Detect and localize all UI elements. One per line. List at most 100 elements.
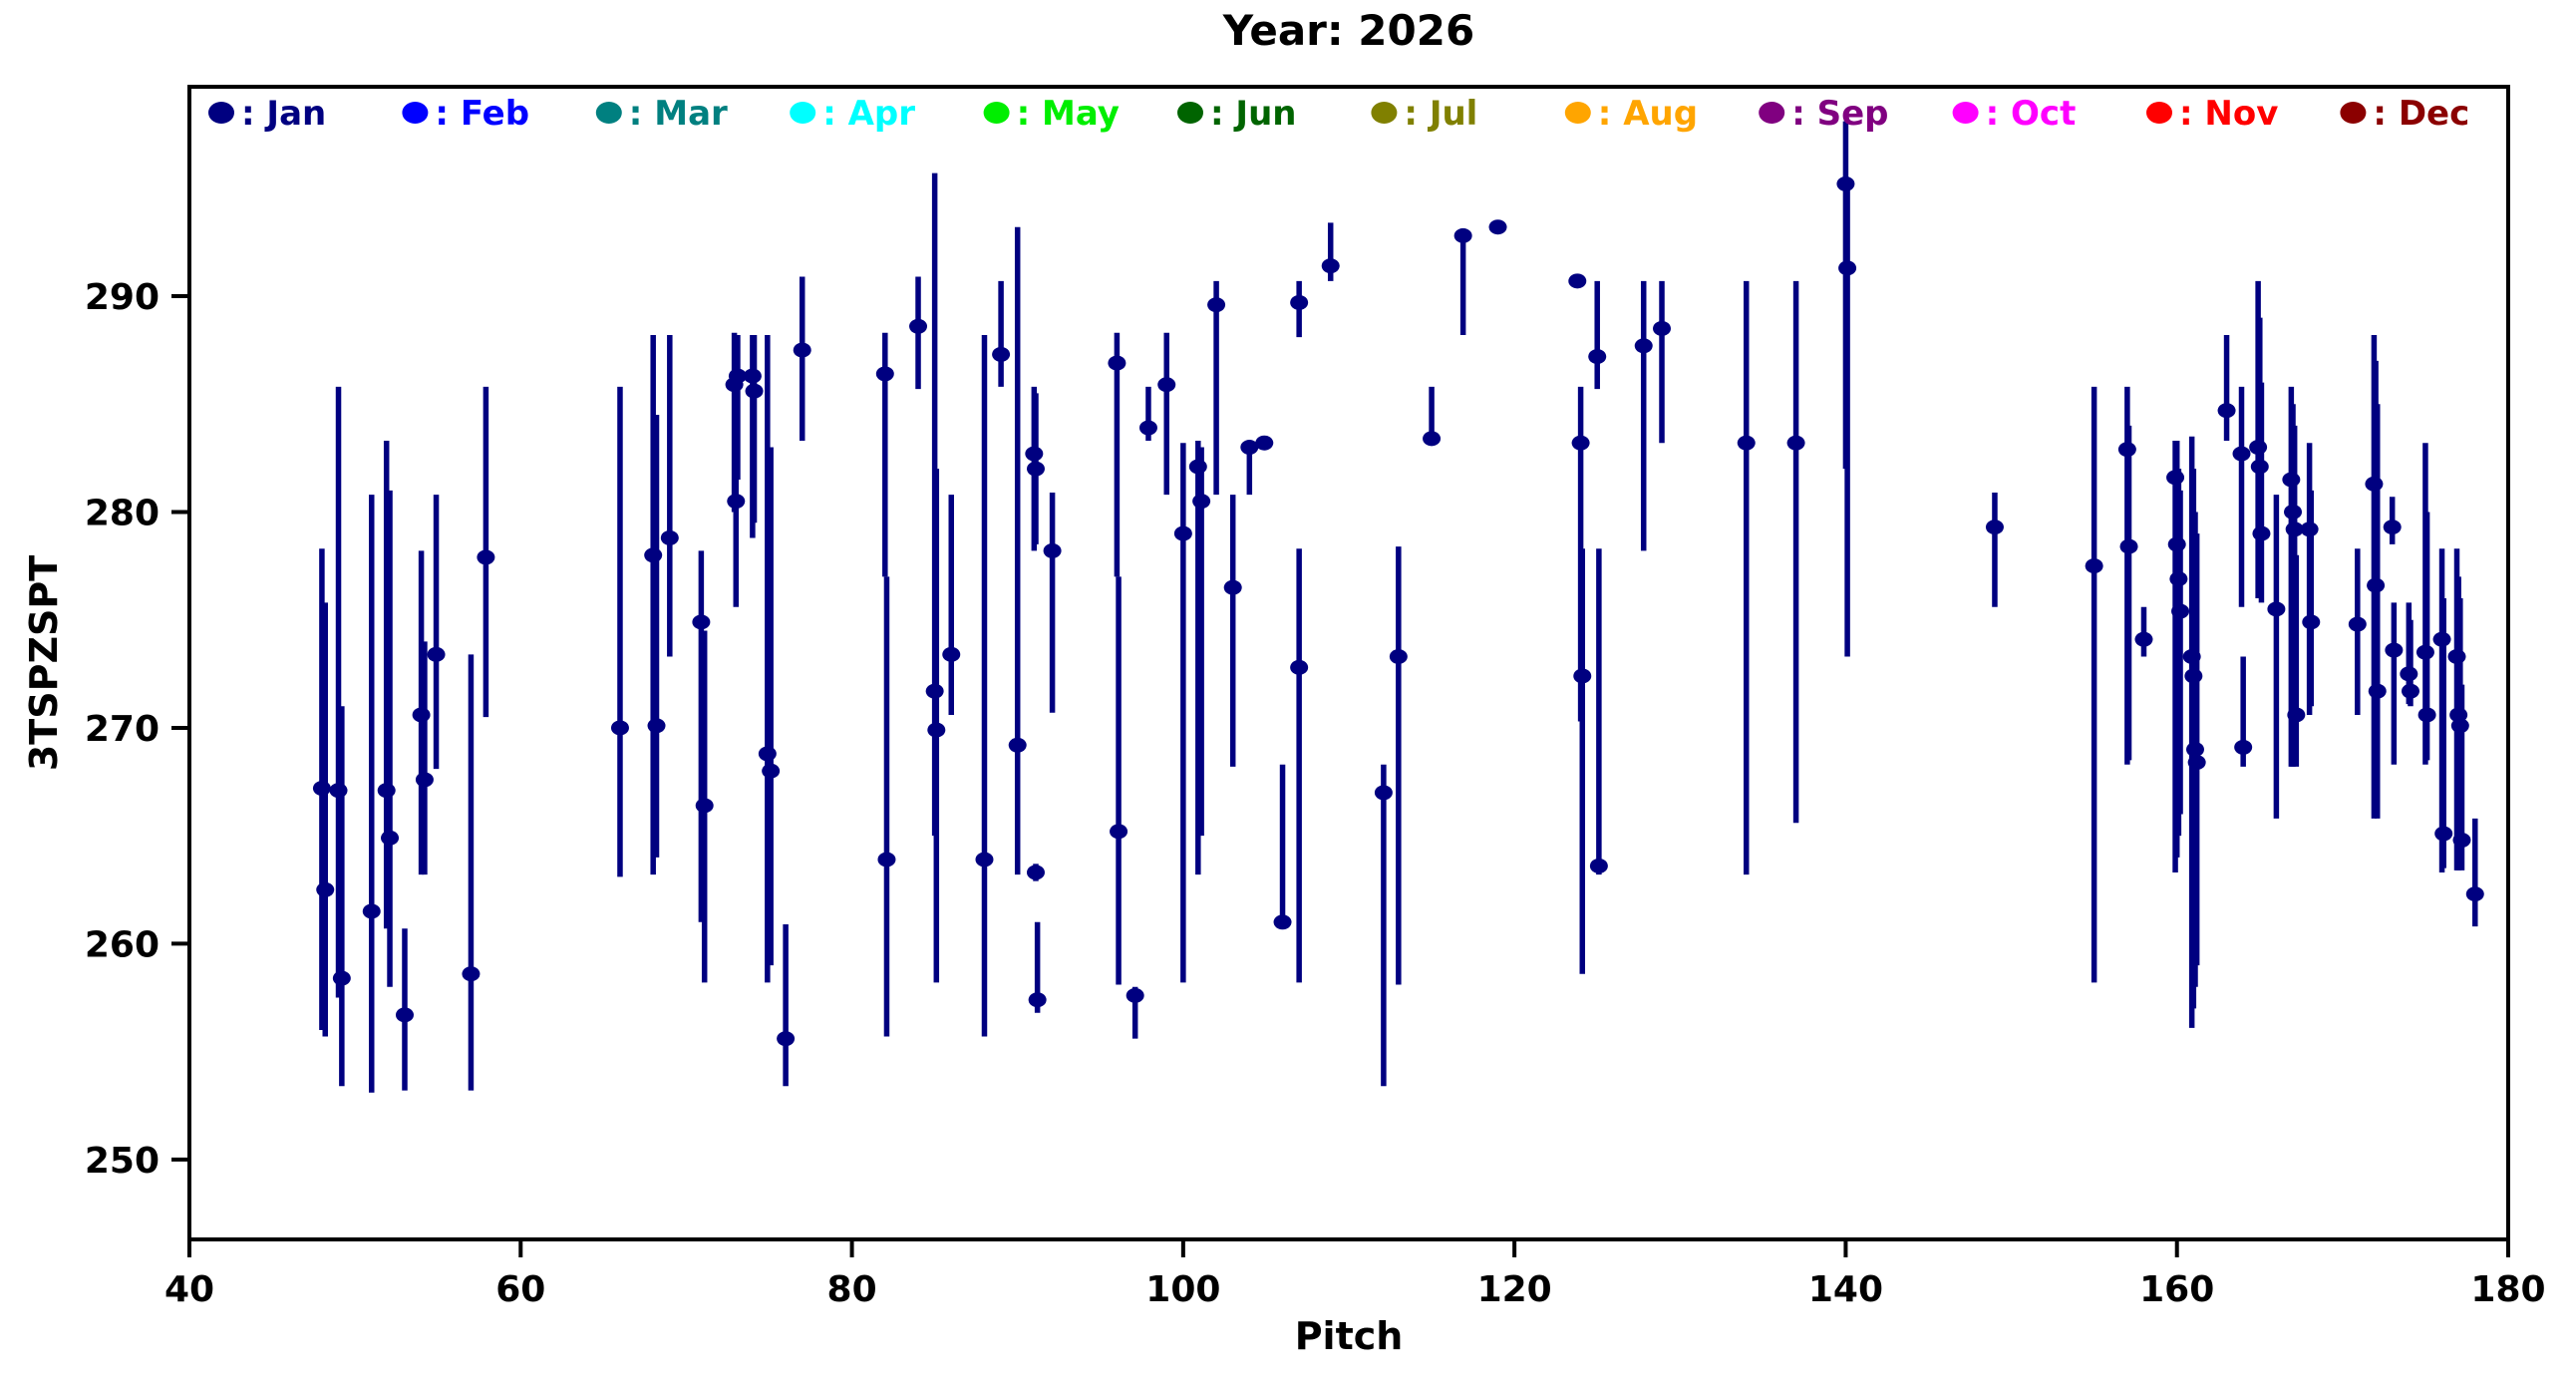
data-point bbox=[1571, 435, 1590, 451]
data-point bbox=[2134, 631, 2153, 647]
chart-title: Year: 2026 bbox=[1222, 6, 1475, 55]
x-tick-label: 160 bbox=[2139, 1269, 2214, 1310]
data-point bbox=[2452, 833, 2471, 849]
plot-area bbox=[187, 85, 2510, 1241]
data-point bbox=[1453, 227, 1472, 243]
data-point bbox=[332, 970, 351, 986]
data-point bbox=[1321, 258, 1340, 274]
x-tick-label: 180 bbox=[2470, 1269, 2545, 1310]
data-point bbox=[1588, 349, 1607, 365]
data-point bbox=[2368, 683, 2387, 699]
data-point bbox=[1240, 440, 1259, 456]
data-point bbox=[1653, 320, 1672, 336]
data-point bbox=[2287, 707, 2306, 723]
data-point bbox=[316, 881, 335, 897]
data-point bbox=[1173, 525, 1192, 541]
data-point bbox=[1589, 858, 1608, 873]
y-tick-label: 250 bbox=[85, 1141, 160, 1182]
data-point bbox=[395, 1007, 414, 1023]
data-point bbox=[1026, 865, 1045, 880]
legend-label-sep: : Sep bbox=[1791, 94, 1888, 134]
legend-marker-sep bbox=[1759, 102, 1785, 124]
data-point bbox=[695, 798, 714, 814]
legend-marker-apr bbox=[790, 102, 816, 124]
data-point bbox=[415, 772, 434, 788]
data-point bbox=[2232, 446, 2251, 462]
data-point bbox=[975, 852, 994, 867]
x-tick-label: 140 bbox=[1808, 1269, 1883, 1310]
data-point bbox=[1573, 668, 1592, 684]
data-point bbox=[1374, 785, 1393, 801]
x-tick-label: 100 bbox=[1145, 1269, 1220, 1310]
x-tick-label: 60 bbox=[495, 1269, 545, 1310]
data-point bbox=[412, 707, 431, 723]
legend-label-may: : May bbox=[1017, 94, 1120, 134]
data-point bbox=[875, 366, 894, 382]
data-point bbox=[1188, 459, 1207, 475]
legend-marker-aug bbox=[1564, 102, 1591, 124]
data-point bbox=[2267, 601, 2286, 617]
data-point bbox=[758, 746, 777, 762]
data-point bbox=[2187, 755, 2206, 771]
data-point bbox=[362, 903, 381, 919]
legend-marker-nov bbox=[2146, 102, 2172, 124]
legend-marker-jan bbox=[208, 102, 234, 124]
data-point bbox=[2417, 707, 2436, 723]
data-point bbox=[1255, 435, 1274, 451]
y-tick-label: 260 bbox=[85, 924, 160, 965]
legend-marker-may bbox=[983, 102, 1010, 124]
data-point bbox=[2465, 886, 2484, 902]
data-point bbox=[427, 646, 446, 662]
data-point bbox=[381, 830, 400, 846]
data-point bbox=[793, 342, 811, 358]
y-tick-label: 270 bbox=[85, 709, 160, 750]
data-point bbox=[1737, 435, 1756, 451]
data-point bbox=[692, 614, 711, 630]
data-point bbox=[312, 781, 331, 797]
data-point bbox=[2119, 538, 2138, 554]
data-point bbox=[477, 549, 495, 565]
y-tick-label: 290 bbox=[85, 277, 160, 318]
data-point bbox=[777, 1031, 796, 1047]
legend-label-mar: : Mar bbox=[629, 94, 728, 134]
legend-marker-mar bbox=[595, 102, 622, 124]
legend-marker-feb bbox=[402, 102, 429, 124]
data-point bbox=[2217, 403, 2236, 419]
data-point bbox=[909, 318, 928, 334]
x-tick-label: 120 bbox=[1477, 1269, 1552, 1310]
legend-marker-dec bbox=[2340, 102, 2367, 124]
data-point bbox=[2348, 616, 2367, 632]
data-point bbox=[660, 529, 679, 545]
data-point bbox=[610, 720, 629, 736]
data-point bbox=[2302, 614, 2321, 630]
data-point bbox=[2252, 525, 2271, 541]
data-point bbox=[2234, 739, 2253, 755]
data-point bbox=[1273, 914, 1292, 930]
data-point bbox=[2171, 603, 2190, 619]
data-point bbox=[1423, 431, 1442, 447]
data-point bbox=[745, 383, 764, 399]
data-point bbox=[1634, 338, 1653, 354]
legend-label-jun: : Jun bbox=[1210, 94, 1297, 134]
data-point bbox=[1389, 649, 1408, 665]
data-point bbox=[877, 852, 896, 867]
x-tick-label: 40 bbox=[164, 1269, 214, 1310]
data-point bbox=[762, 763, 781, 779]
data-point bbox=[1043, 542, 1062, 558]
data-point bbox=[1290, 294, 1309, 310]
legend-label-nov: : Nov bbox=[2179, 94, 2278, 134]
data-point bbox=[329, 783, 348, 799]
data-point bbox=[462, 966, 481, 982]
legend-label-aug: : Aug bbox=[1598, 94, 1698, 134]
legend-label-oct: : Oct bbox=[1986, 94, 2077, 134]
data-point bbox=[727, 494, 746, 510]
x-axis-label: Pitch bbox=[1294, 1314, 1404, 1358]
legend-label-apr: : Apr bbox=[822, 94, 915, 134]
data-point bbox=[1138, 420, 1157, 436]
legend-marker-oct bbox=[1952, 102, 1979, 124]
data-point bbox=[1836, 175, 1855, 191]
data-point bbox=[1568, 273, 1587, 289]
data-point bbox=[942, 646, 961, 662]
data-point bbox=[2434, 826, 2453, 842]
